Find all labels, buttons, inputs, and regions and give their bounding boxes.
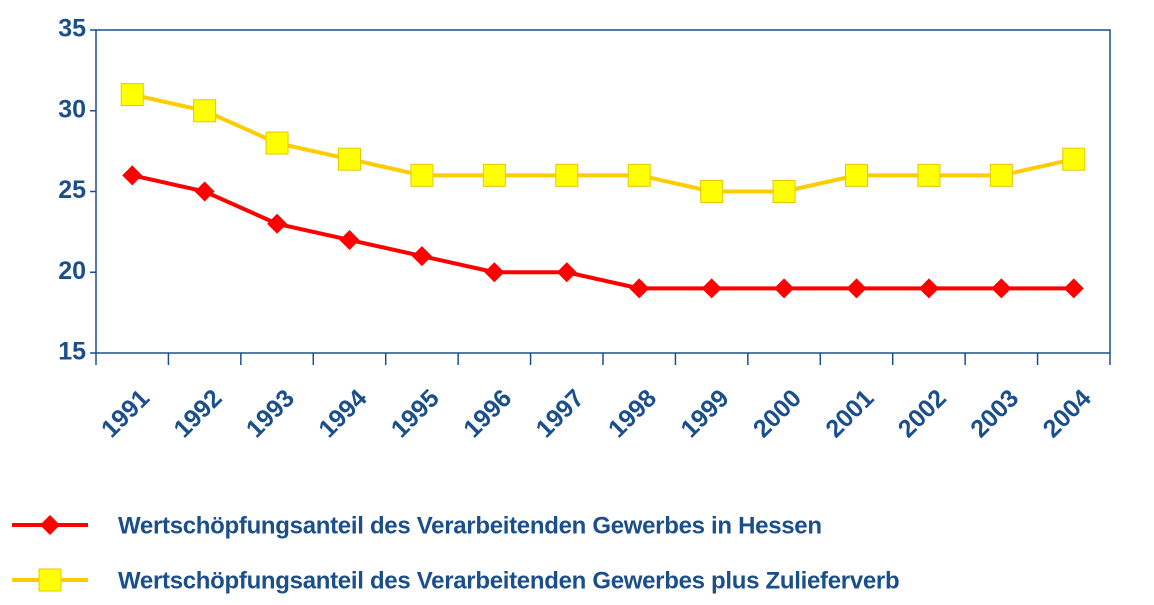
data-point (411, 246, 432, 267)
data-point (629, 278, 650, 299)
x-tick-label: 2001 (820, 384, 879, 443)
x-tick-label: 1991 (96, 384, 155, 443)
x-tick-label: 2002 (893, 384, 952, 443)
data-point (339, 229, 360, 250)
x-tick-label: 1993 (241, 384, 300, 443)
series-line (131, 92, 1075, 194)
series-line (131, 173, 1074, 291)
legend-marker (40, 515, 60, 535)
data-point (1062, 147, 1086, 171)
y-tick-label: 35 (58, 15, 86, 43)
x-tick-label: 1996 (458, 384, 517, 443)
y-tick-label: 25 (58, 176, 86, 204)
legend-marker (38, 568, 62, 592)
y-tick-label: 30 (58, 95, 86, 123)
x-tick-label: 1997 (531, 384, 590, 443)
data-point (555, 163, 579, 187)
data-point (627, 163, 651, 187)
data-point (482, 163, 506, 187)
data-point (410, 163, 434, 187)
data-point (267, 213, 288, 234)
data-point (265, 131, 289, 155)
data-point (845, 163, 868, 187)
data-point (774, 278, 795, 299)
y-tick-label: 15 (58, 338, 86, 366)
legend-label: Wertschöpfungsanteil des Verarbeitenden … (118, 567, 899, 594)
data-point (193, 99, 217, 123)
x-tick-label: 2004 (1038, 384, 1097, 443)
x-tick-label: 1995 (386, 384, 445, 443)
data-point (991, 278, 1012, 299)
x-tick-label: 2003 (965, 384, 1024, 443)
data-point (484, 262, 505, 283)
plot-area (95, 29, 1111, 354)
data-point (120, 83, 144, 107)
data-point (989, 163, 1013, 187)
x-tick-label: 1994 (313, 384, 372, 443)
data-point (701, 278, 722, 299)
data-point (556, 262, 577, 283)
data-point (846, 278, 867, 299)
x-tick-label: 1998 (603, 384, 662, 443)
legend-label: Wertschöpfungsanteil des Verarbeitenden … (118, 512, 822, 539)
x-tick-label: 1999 (675, 384, 734, 443)
data-point (338, 147, 361, 171)
data-point (700, 180, 724, 203)
x-tick-label: 1992 (168, 384, 227, 443)
data-point (917, 163, 941, 187)
data-point (194, 181, 215, 202)
x-tick-label: 2000 (748, 384, 807, 443)
data-point (1063, 278, 1084, 299)
data-point (772, 180, 796, 203)
y-tick-label: 20 (58, 257, 86, 285)
data-point (918, 278, 939, 299)
data-point (122, 165, 143, 186)
